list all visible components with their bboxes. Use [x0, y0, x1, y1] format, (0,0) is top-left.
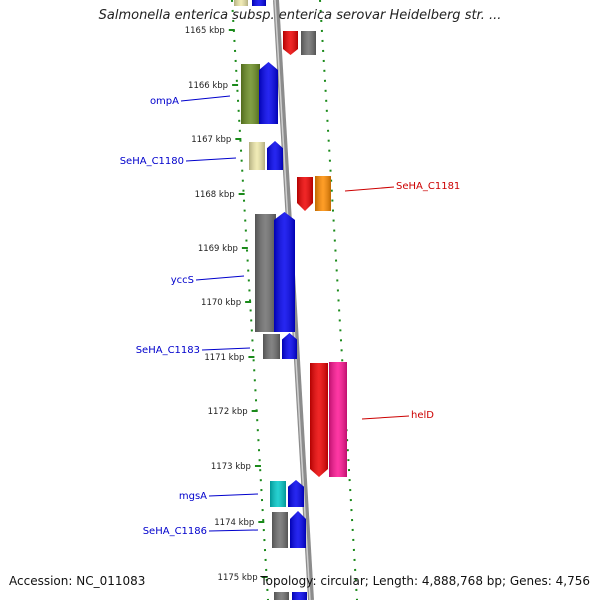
tick-label: 1168 kbp — [195, 190, 235, 200]
gene-ompA[interactable] — [259, 62, 278, 124]
gene-label[interactable]: SeHA_C1180 — [120, 156, 184, 167]
gene-leader-line — [185, 157, 237, 162]
tick-label: 1169 kbp — [198, 244, 238, 254]
gene-partial-top-2[interactable] — [252, 0, 266, 6]
gene-leader-line — [180, 95, 231, 102]
gene-partial-bottom-2[interactable] — [292, 592, 307, 600]
gene-partial-top-1[interactable] — [234, 0, 248, 6]
gene-leader-line — [201, 347, 251, 351]
gene-label[interactable]: yccS — [171, 275, 194, 286]
gene-label[interactable]: SeHA_C1183 — [136, 345, 200, 356]
topology-text: Topology: circular; Length: 4,888,768 bp… — [260, 574, 590, 588]
gene-SeHA-C1183-left[interactable] — [263, 334, 280, 359]
gene-yccS-left[interactable] — [255, 214, 276, 332]
gene-SeHA-C1180[interactable] — [267, 141, 283, 170]
gene-mgsA-left[interactable] — [270, 481, 286, 507]
track-left-outer — [231, 0, 269, 600]
map-title: Salmonella enterica subsp. enterica sero… — [98, 8, 502, 23]
gene-SeHA-C1183[interactable] — [282, 333, 297, 359]
tick-label: 1172 kbp — [208, 407, 248, 417]
gene-label[interactable]: SeHA_C1181 — [396, 181, 460, 192]
gene-leader-line — [195, 275, 245, 281]
gene-SeHA-C1181[interactable] — [315, 176, 331, 211]
gene-leader-line — [344, 186, 395, 192]
gene-helD[interactable] — [329, 362, 347, 477]
gene-yccS[interactable] — [274, 212, 295, 332]
gene-label[interactable]: SeHA_C1186 — [143, 526, 207, 537]
gene-SeHA-C1181-left[interactable] — [297, 177, 313, 211]
gene-SeHA-C1180-left[interactable] — [249, 142, 265, 170]
gene-gray-1165[interactable] — [301, 31, 316, 55]
tick-label: 1170 kbp — [201, 298, 241, 308]
gene-mgsA[interactable] — [288, 480, 304, 507]
gene-leader-line — [208, 493, 259, 497]
gene-red-1165[interactable] — [283, 31, 298, 55]
accession-text: Accession: NC_011083 — [9, 574, 146, 588]
tick-label: 1171 kbp — [204, 353, 244, 363]
gene-label[interactable]: ompA — [150, 96, 179, 107]
tick-label: 1166 kbp — [188, 81, 228, 91]
gene-label[interactable]: helD — [411, 410, 434, 421]
track-right-outer — [319, 0, 358, 600]
gene-SeHA-C1186-left[interactable] — [272, 512, 288, 548]
tick-label: 1174 kbp — [214, 518, 254, 528]
tick-label: 1167 kbp — [191, 135, 231, 145]
gene-ompA-left[interactable] — [241, 64, 260, 124]
tick-label: 1175 kbp — [218, 573, 258, 583]
tick-label: 1165 kbp — [185, 26, 225, 36]
gene-partial-bottom-1[interactable] — [274, 592, 289, 600]
tick-label: 1173 kbp — [211, 462, 251, 472]
gene-helD-left[interactable] — [310, 363, 328, 477]
gene-leader-line — [208, 529, 259, 532]
gene-SeHA-C1186[interactable] — [290, 511, 306, 548]
gene-label[interactable]: mgsA — [179, 491, 207, 502]
gene-leader-line — [361, 415, 410, 420]
